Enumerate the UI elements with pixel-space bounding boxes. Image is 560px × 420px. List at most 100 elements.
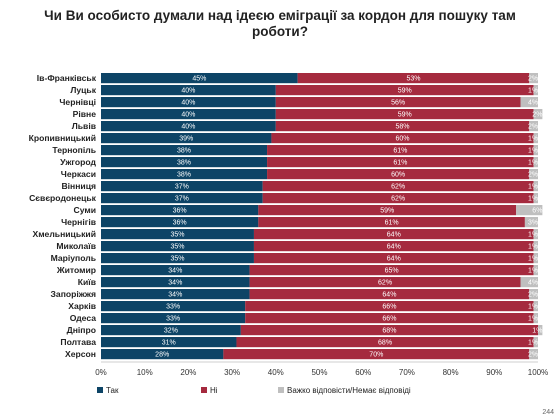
data-label: 36% [173, 220, 187, 227]
data-label: 6% [532, 208, 542, 215]
bar-segment-no [245, 313, 534, 324]
bar-segment-dk [529, 169, 538, 180]
data-label: 62% [391, 196, 405, 203]
data-label: 62% [378, 280, 392, 287]
bar-segment-yes [101, 169, 268, 180]
category-label: Запоріжжя [51, 289, 96, 299]
data-label: 40% [181, 100, 195, 107]
bar-segment-no [267, 169, 530, 180]
bar-segment-no [236, 337, 534, 348]
data-label: 59% [398, 112, 412, 119]
data-label: 2% [528, 352, 538, 359]
legend-swatch [278, 387, 284, 393]
x-tick-label: 0% [95, 368, 107, 377]
data-label: 34% [168, 292, 182, 299]
data-label: 64% [387, 256, 401, 263]
x-tick-label: 10% [137, 368, 153, 377]
bar-segment-dk [533, 157, 538, 168]
data-label: 34% [168, 268, 182, 275]
data-label: 1% [528, 148, 538, 155]
bar-segment-yes [101, 133, 272, 144]
data-label: 1% [528, 136, 538, 143]
bar-segment-dk [529, 73, 538, 84]
data-label: 1% [528, 244, 538, 251]
data-label: 35% [170, 244, 184, 251]
data-label: 62% [391, 184, 405, 191]
category-label: Чернігів [61, 217, 96, 227]
category-label: Луцьк [70, 85, 96, 95]
bar-segment-dk [533, 85, 538, 96]
bar-segment-yes [101, 241, 254, 252]
bar-segment-dk [533, 181, 538, 192]
chart-title: Чи Ви особисто думали над ідеєю еміграці… [44, 8, 516, 39]
data-label: 1% [528, 316, 538, 323]
legend-label: Ні [210, 386, 218, 395]
bar-segment-yes [101, 349, 224, 360]
x-tick-label: 70% [399, 368, 415, 377]
bar-segment-dk [533, 241, 538, 252]
category-label: Полтава [60, 337, 96, 347]
category-label: Кропивницький [29, 133, 96, 143]
category-label: Одеса [70, 313, 96, 323]
category-label: Сєвєродонецьк [29, 193, 97, 203]
data-label: 36% [173, 208, 187, 215]
bar-segment-dk [533, 229, 538, 240]
bar-segment-dk [533, 253, 538, 264]
bar-segment-no [253, 241, 534, 252]
x-tick-label: 60% [355, 368, 371, 377]
data-label: 38% [177, 148, 191, 155]
bar-segment-yes [101, 97, 276, 108]
data-label: 2% [528, 172, 538, 179]
data-label: 37% [175, 196, 189, 203]
data-label: 1% [528, 256, 538, 263]
data-label: 45% [192, 76, 206, 83]
data-label: 61% [393, 160, 407, 167]
bar-segment-no [249, 277, 521, 288]
bar-segment-dk [538, 325, 543, 336]
bar-segment-no [249, 289, 530, 300]
category-label: Вінниця [61, 181, 96, 191]
bar-segment-dk [533, 265, 538, 276]
bar-segment-yes [101, 205, 259, 216]
data-label: 37% [175, 184, 189, 191]
data-label: 1% [528, 184, 538, 191]
data-label: 32% [164, 328, 178, 335]
legend-swatch [97, 387, 103, 393]
bars-layer: 45% 53% 2% 40% 59% 1% 40% 56% 4% 40% 59% 2% 40% 58% 2%… [101, 73, 543, 360]
data-label: 2% [528, 292, 538, 299]
data-label: 4% [528, 280, 538, 287]
x-tick-label: 80% [443, 368, 459, 377]
x-tick-label: 90% [486, 368, 502, 377]
bar-segment-yes [101, 193, 263, 204]
category-label: Ужгород [60, 157, 96, 167]
data-label: 1% [528, 232, 538, 239]
bar-segment-no [240, 325, 538, 336]
bar-segment-dk [533, 145, 538, 156]
data-label: 60% [396, 136, 410, 143]
x-tick-label: 20% [180, 368, 196, 377]
bar-segment-yes [101, 253, 254, 264]
bar-segment-dk [533, 337, 538, 348]
category-label: Хмельницький [32, 229, 96, 239]
bar-segment-dk [533, 313, 538, 324]
category-label: Чернівці [59, 97, 96, 107]
data-label: 53% [406, 76, 420, 83]
bar-segment-no [258, 205, 517, 216]
bar-segment-no [258, 217, 525, 228]
bar-segment-yes [101, 73, 298, 84]
data-label: 1% [532, 328, 542, 335]
data-label: 31% [162, 340, 176, 347]
bar-segment-no [245, 301, 534, 312]
data-label: 40% [181, 124, 195, 131]
data-label: 2% [532, 112, 542, 119]
bar-segment-yes [101, 109, 276, 120]
data-label: 4% [528, 100, 538, 107]
data-label: 35% [170, 232, 184, 239]
bar-segment-yes [101, 229, 254, 240]
data-label: 65% [385, 268, 399, 275]
legend-label: Так [106, 386, 119, 395]
bar-segment-yes [101, 301, 246, 312]
legend: Так Ні Важко відповісти/Немає відповіді [97, 386, 411, 395]
bar-segment-yes [101, 181, 263, 192]
